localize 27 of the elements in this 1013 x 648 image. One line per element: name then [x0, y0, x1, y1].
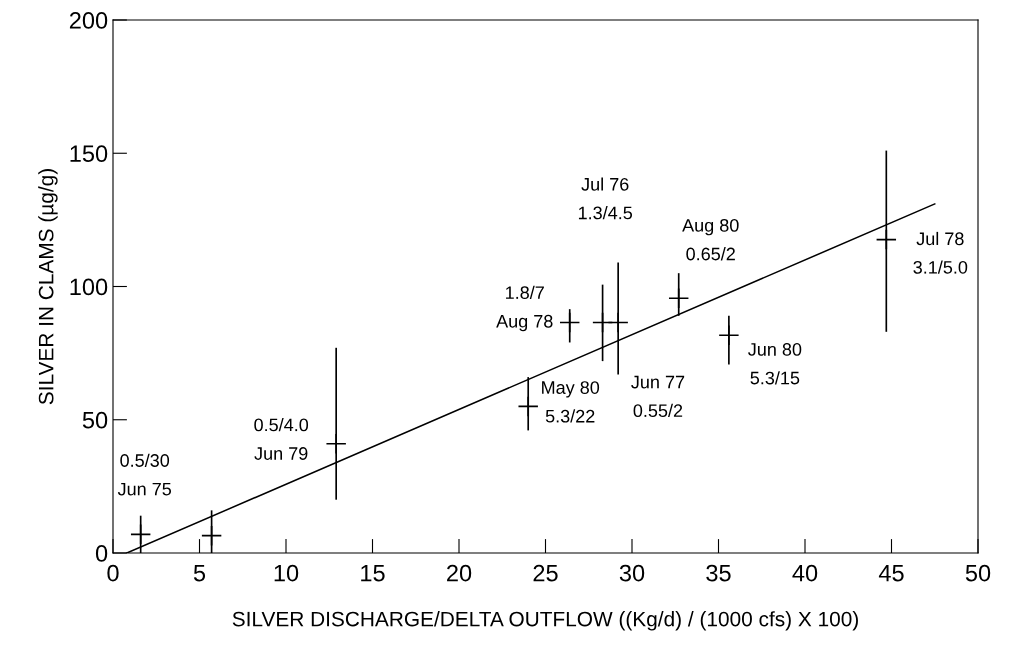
- annotation: Jun 80 5.3/15: [748, 343, 802, 385]
- y-tick-label: 150: [70, 145, 108, 163]
- x-tick-label: 20: [447, 564, 472, 582]
- annotation: 0.5/30 Jun 75: [117, 453, 172, 496]
- x-tick-label: 45: [878, 564, 904, 582]
- y-tick-label: 100: [70, 278, 108, 296]
- annotation: 1.8/7 Aug 78: [496, 285, 553, 332]
- x-tick-label: 30: [619, 564, 645, 582]
- x-tick-label: 0: [107, 564, 119, 582]
- x-tick-label: 15: [361, 564, 385, 582]
- y-axis-title: SILVER IN CLAMS (µg/g): [38, 169, 58, 405]
- x-tick-label: 10: [274, 564, 299, 582]
- x-tick-label: 40: [792, 564, 818, 582]
- y-tick-label: 0: [95, 545, 108, 562]
- x-tick-label: 25: [533, 564, 558, 582]
- annotation: Aug 80 0.65/2: [682, 218, 739, 261]
- annotation: Jul 78 3.1/5.0: [913, 231, 968, 274]
- annotation: 0.5/4.0 Jun 79: [254, 418, 309, 460]
- annotation: May 80 5.3/22: [542, 381, 600, 423]
- annotation: Jul 76 1.3/4.5: [578, 177, 633, 220]
- x-tick-label: 35: [706, 564, 731, 582]
- y-tick-label: 200: [69, 12, 108, 29]
- x-axis-title: SILVER DISCHARGE/DELTA OUTFLOW ((Kg/d) / (1000 cfs) X 100): [232, 611, 858, 631]
- x-tick-label: 5: [193, 564, 206, 582]
- annotation: Jun 77 0.55/2: [631, 375, 685, 418]
- x-tick-label: 50: [965, 564, 991, 582]
- y-tick-label: 50: [82, 411, 108, 429]
